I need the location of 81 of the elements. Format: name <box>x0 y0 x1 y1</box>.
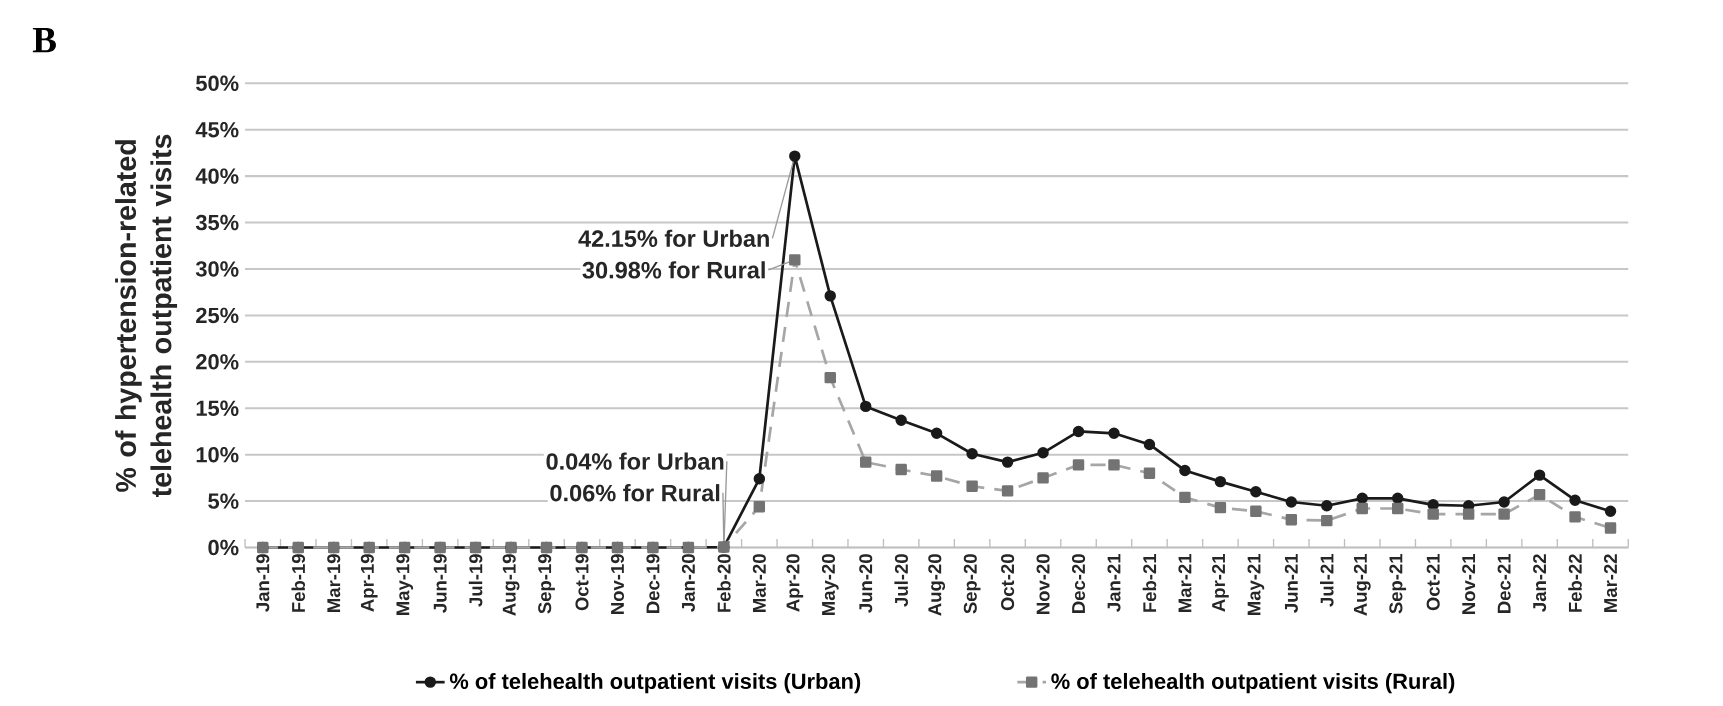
x-tick-label: May-21 <box>1247 553 1265 615</box>
x-tick-label: Oct-21 <box>1426 553 1440 611</box>
y-tick-label: 20% <box>196 353 239 370</box>
x-tick-label: Aug-19 <box>502 553 520 616</box>
y-tick-label: 35% <box>195 214 239 231</box>
x-tick-label: Aug-20 <box>928 554 946 616</box>
point <box>753 472 766 485</box>
point <box>1569 494 1581 506</box>
point <box>1250 485 1262 498</box>
x-tick-label: Nov-19 <box>610 553 625 614</box>
x-tick-label: Oct-19 <box>575 553 589 611</box>
point <box>1108 427 1120 439</box>
x-tick-label: Jun-21 <box>1284 553 1298 613</box>
x-tick-label: Sep-20 <box>963 554 981 614</box>
annotation: 0.04% for Urban <box>546 452 724 470</box>
x-tick-label: Jan-21 <box>1107 553 1121 612</box>
x-tick-label: Dec-20 <box>1071 554 1086 613</box>
x-tick-label: Mar-19 <box>327 553 341 612</box>
point <box>824 289 836 302</box>
x-tick-label: Nov-21 <box>1462 553 1476 614</box>
legend-label: % of telehealth outpatient visits (Urban) <box>449 672 861 694</box>
x-tick-label: Aug-21 <box>1353 553 1371 616</box>
point <box>1498 496 1510 508</box>
point <box>966 447 978 460</box>
y-tick-label: 40% <box>195 168 239 184</box>
point <box>1072 425 1085 437</box>
x-tick-label: Apr-21 <box>1212 553 1229 612</box>
point <box>1356 492 1368 504</box>
x-tick-label: Jan-20 <box>681 554 695 612</box>
point <box>1533 469 1546 481</box>
y-tick-label: 45% <box>195 121 239 138</box>
x-tick-label: Jan-22 <box>1533 554 1547 612</box>
point <box>1391 492 1404 504</box>
legend-label: % of telehealth outpatient visits (Rural) <box>1051 672 1455 694</box>
annotation: 30.98% for Rural <box>582 261 765 279</box>
y-tick-label: 10% <box>196 446 239 463</box>
x-tick-label: Jun-20 <box>859 554 873 613</box>
y-tick-label: 15% <box>196 400 239 416</box>
x-tick-label: Dec-19 <box>646 553 660 613</box>
point <box>1179 464 1191 476</box>
x-tick-label: Jul-19 <box>468 553 483 607</box>
x-tick-label: Mar-22 <box>1603 554 1618 612</box>
point <box>1214 475 1227 488</box>
point <box>1285 496 1298 508</box>
x-tick-label: Oct-20 <box>1001 554 1015 611</box>
x-tick-label: Feb-19 <box>291 553 306 612</box>
x-tick-label: Dec-21 <box>1497 553 1511 613</box>
point <box>789 150 801 162</box>
x-tick-label: Jul-20 <box>894 554 908 607</box>
x-tick-label: Nov-20 <box>1036 554 1050 614</box>
x-tick-label: May-20 <box>821 554 839 615</box>
x-tick-label: Mar-21 <box>1178 553 1192 612</box>
y-tick-label: 0% <box>208 539 239 556</box>
point <box>1001 456 1014 468</box>
x-tick-label: Apr-20 <box>786 554 804 612</box>
y-axis-title: % of hypertension-related telehealth outpatient visits <box>115 134 178 497</box>
y-tick-label: 50% <box>196 75 239 91</box>
x-tick-label: Jan-19 <box>256 553 270 612</box>
y-tick-label: 25% <box>196 307 239 323</box>
annotation: 42.15% for Urban <box>578 229 769 247</box>
y-tick-label: 30% <box>195 261 239 277</box>
x-tick-label: Mar-20 <box>752 554 766 612</box>
x-tick-label: Sep-21 <box>1389 553 1407 614</box>
point <box>895 414 907 426</box>
x-tick-label: Feb-21 <box>1142 553 1157 612</box>
point <box>1037 446 1049 459</box>
point <box>1321 499 1333 512</box>
x-tick-label: Feb-22 <box>1568 554 1582 612</box>
x-tick-label: Feb-20 <box>717 554 731 612</box>
point <box>860 400 872 412</box>
x-tick-label: May-19 <box>396 553 414 615</box>
annotation: 0.06% for Rural <box>550 483 720 502</box>
x-tick-label: Sep-19 <box>538 553 555 614</box>
x-tick-label: Jun-19 <box>433 553 447 613</box>
point <box>1604 505 1617 517</box>
point <box>1143 438 1156 450</box>
point <box>930 427 943 439</box>
y-tick-label: 5% <box>208 493 239 509</box>
chart-title: B <box>32 27 56 53</box>
x-tick-label: Jul-21 <box>1320 553 1334 607</box>
x-tick-label: Apr-19 <box>360 553 378 612</box>
